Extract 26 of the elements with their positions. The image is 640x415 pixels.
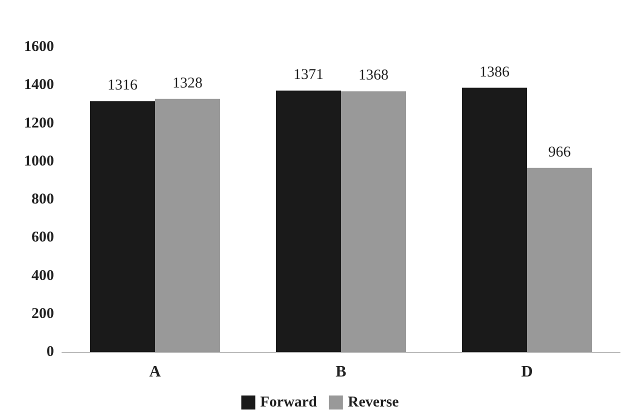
x-tick-label: B — [336, 364, 347, 380]
bar — [90, 101, 155, 352]
y-tick-label: 800 — [32, 192, 54, 208]
y-tick-label: 1200 — [24, 115, 54, 132]
bar — [276, 90, 341, 352]
y-tick-label: 400 — [32, 268, 54, 284]
y-tick-label: 1600 — [24, 39, 54, 55]
data-label: 1386 — [480, 64, 510, 80]
bar — [462, 88, 527, 352]
y-tick-label: 1000 — [24, 153, 54, 170]
y-tick-label: 1400 — [24, 77, 54, 94]
data-label: 1371 — [294, 67, 324, 84]
data-label: 1368 — [358, 68, 388, 84]
y-tick-label: 600 — [32, 230, 54, 246]
legend-label: Reverse — [348, 394, 400, 410]
x-tick-label: A — [149, 364, 162, 380]
bar — [155, 98, 220, 352]
data-label: 966 — [548, 144, 572, 160]
data-label: 1328 — [172, 75, 202, 92]
x-tick-label: D — [521, 364, 533, 380]
y-tick-label: 200 — [32, 306, 54, 322]
y-tick-label: 0 — [46, 344, 54, 360]
bar — [341, 91, 406, 352]
bar — [527, 168, 592, 352]
data-label: 1316 — [108, 78, 138, 94]
legend-label: Forward — [260, 394, 318, 410]
